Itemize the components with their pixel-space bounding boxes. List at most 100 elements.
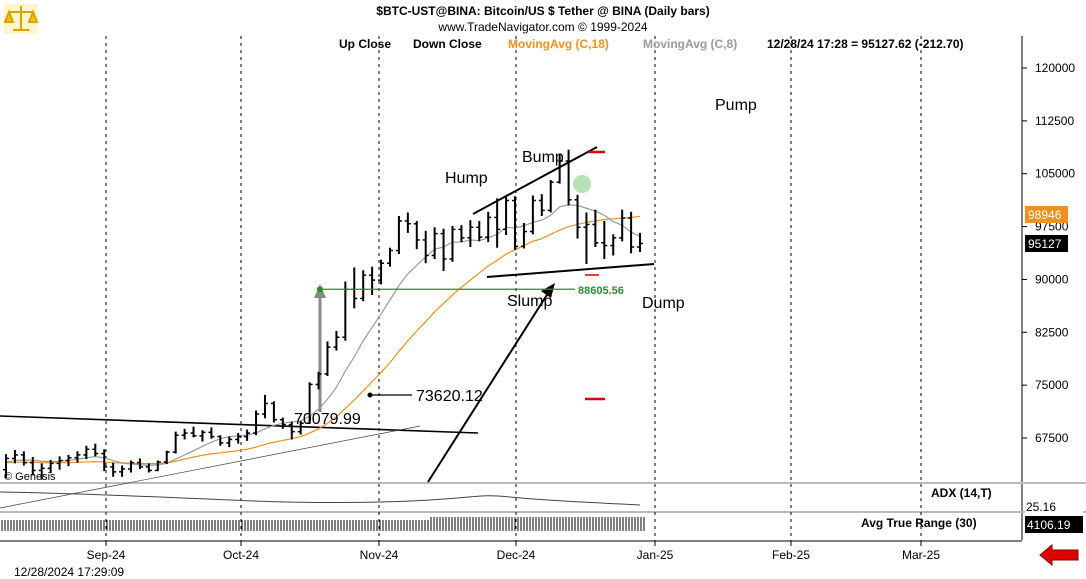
- ohlc-bar: [279, 417, 286, 429]
- y-tick-label-4: 90000: [1035, 272, 1069, 286]
- ohlc-bar: [261, 394, 268, 419]
- time-axis: Sep-24 Oct-24 Nov-24 Dec-24 Jan-25 Feb-25 Mar-…: [87, 541, 940, 562]
- ohlc-bar: [485, 211, 492, 243]
- legend-ma8: MovingAvg (C,8): [643, 37, 737, 51]
- ohlc-bar: [333, 330, 340, 351]
- ohlc-bar: [74, 451, 81, 463]
- ohlc-bar: [101, 449, 108, 472]
- pivot-level-dot: [367, 392, 373, 398]
- ohlc-bar: [378, 259, 385, 285]
- ohlc-bar: [226, 436, 233, 448]
- ohlc-bar: [529, 195, 536, 235]
- legend-ma18: MovingAvg (C,18): [508, 37, 609, 51]
- resistance-trendline: [0, 415, 479, 434]
- annotation-pivot-level: 73620.12: [416, 388, 483, 405]
- ohlc-bar: [56, 456, 63, 470]
- ohlc-bar: [360, 270, 367, 302]
- bump-lower-trendline: [486, 263, 655, 278]
- legend-down-close: Down Close: [413, 37, 482, 51]
- annotation-target-level: 88605.56: [578, 285, 624, 297]
- ohlc-bar: [3, 454, 9, 479]
- x-tick-label-6: Mar-25: [902, 548, 940, 562]
- ohlc-bar: [29, 457, 36, 476]
- ohlc-bar: [637, 232, 644, 252]
- price-tag-last: 95127: [1025, 235, 1068, 252]
- y-tick-label-0: 120000: [1035, 61, 1075, 75]
- ohlc-bar: [253, 410, 260, 436]
- ohlc-bar: [65, 454, 72, 467]
- ohlc-bar: [128, 460, 135, 473]
- price-bars: [3, 149, 644, 480]
- atr-histogram: [1, 517, 645, 531]
- ohlc-bar: [547, 180, 554, 213]
- atr-label: Avg True Range (30): [861, 516, 977, 530]
- ohlc-bar: [306, 382, 313, 424]
- bump-upper-trendline: [472, 146, 598, 215]
- ohlc-bar: [574, 194, 581, 239]
- ohlc-bar: [172, 431, 179, 454]
- ohlc-bar: [110, 462, 117, 477]
- ohlc-bar: [181, 428, 188, 440]
- ohlc-bar: [217, 435, 224, 446]
- ohlc-bar: [449, 225, 456, 262]
- ohlc-bar: [413, 220, 420, 250]
- ohlc-bar: [163, 450, 170, 465]
- copyright-line: www.TradeNavigator.com © 1999-2024: [437, 20, 647, 34]
- price-tag-last-text: 95127: [1028, 237, 1062, 251]
- annotation-pump: Pump: [715, 97, 757, 114]
- adx-line: [0, 491, 641, 506]
- annotation-slump: Slump: [507, 293, 552, 310]
- ohlc-bar: [288, 421, 295, 440]
- adx-label: ADX (14,T): [931, 486, 992, 500]
- ohlc-bar: [136, 458, 143, 470]
- ohlc-bar: [235, 433, 242, 444]
- ohlc-bar: [92, 443, 99, 457]
- ohlc-bar: [297, 421, 304, 435]
- ohlc-bar: [199, 430, 206, 442]
- ohlc-bar: [619, 209, 626, 242]
- ma18-line: [5, 215, 641, 465]
- trade-navigator-logo-icon: [3, 4, 39, 34]
- ohlc-bar: [11, 449, 18, 464]
- price-tag-ma18-text: 98946: [1028, 208, 1062, 222]
- atr-value: 4106.19: [1027, 518, 1071, 532]
- x-tick-label-4: Jan-25: [637, 548, 674, 562]
- y-tick-label-2: 105000: [1035, 167, 1075, 181]
- ohlc-bar: [458, 225, 465, 243]
- y-tick-label-5: 82500: [1035, 325, 1069, 339]
- ohlc-bar: [422, 230, 429, 264]
- y-tick-label-6: 75000: [1035, 378, 1069, 392]
- ohlc-bar: [404, 212, 411, 233]
- x-tick-label-5: Feb-25: [772, 548, 810, 562]
- slump-arrow-head: [541, 283, 555, 298]
- ohlc-bar: [503, 196, 510, 236]
- annotation-bump: Bump: [522, 149, 564, 166]
- ohlc-bar: [592, 209, 599, 248]
- scroll-right-arrow-icon[interactable]: [1039, 543, 1079, 567]
- ohlc-bar: [512, 196, 519, 250]
- x-tick-label-1: Oct-24: [223, 548, 259, 562]
- ohlc-bar: [145, 463, 152, 473]
- ohlc-bar: [119, 465, 126, 477]
- ohlc-bar: [583, 212, 590, 264]
- ohlc-bar: [610, 234, 617, 256]
- ohlc-bar: [476, 220, 483, 242]
- x-tick-label-2: Nov-24: [360, 548, 399, 562]
- ohlc-bar: [342, 281, 349, 341]
- ohlc-bar: [324, 341, 331, 376]
- ohlc-bar: [244, 429, 251, 441]
- ma8-layer: [5, 204, 641, 467]
- adx-value-tag: [1025, 498, 1083, 514]
- ohlc-bar: [208, 427, 215, 439]
- annotation-dump: Dump: [642, 295, 685, 312]
- ohlc-bar: [520, 223, 527, 249]
- ohlc-bar: [556, 153, 563, 184]
- annotation-hump: Hump: [445, 170, 488, 187]
- ohlc-bar: [440, 228, 447, 271]
- ohlc-bar: [386, 247, 393, 267]
- ohlc-bar: [431, 227, 438, 259]
- ohlc-bar: [315, 371, 322, 390]
- x-tick-label-0: Sep-24: [87, 548, 126, 562]
- y-tick-label-3: 97500: [1035, 220, 1069, 234]
